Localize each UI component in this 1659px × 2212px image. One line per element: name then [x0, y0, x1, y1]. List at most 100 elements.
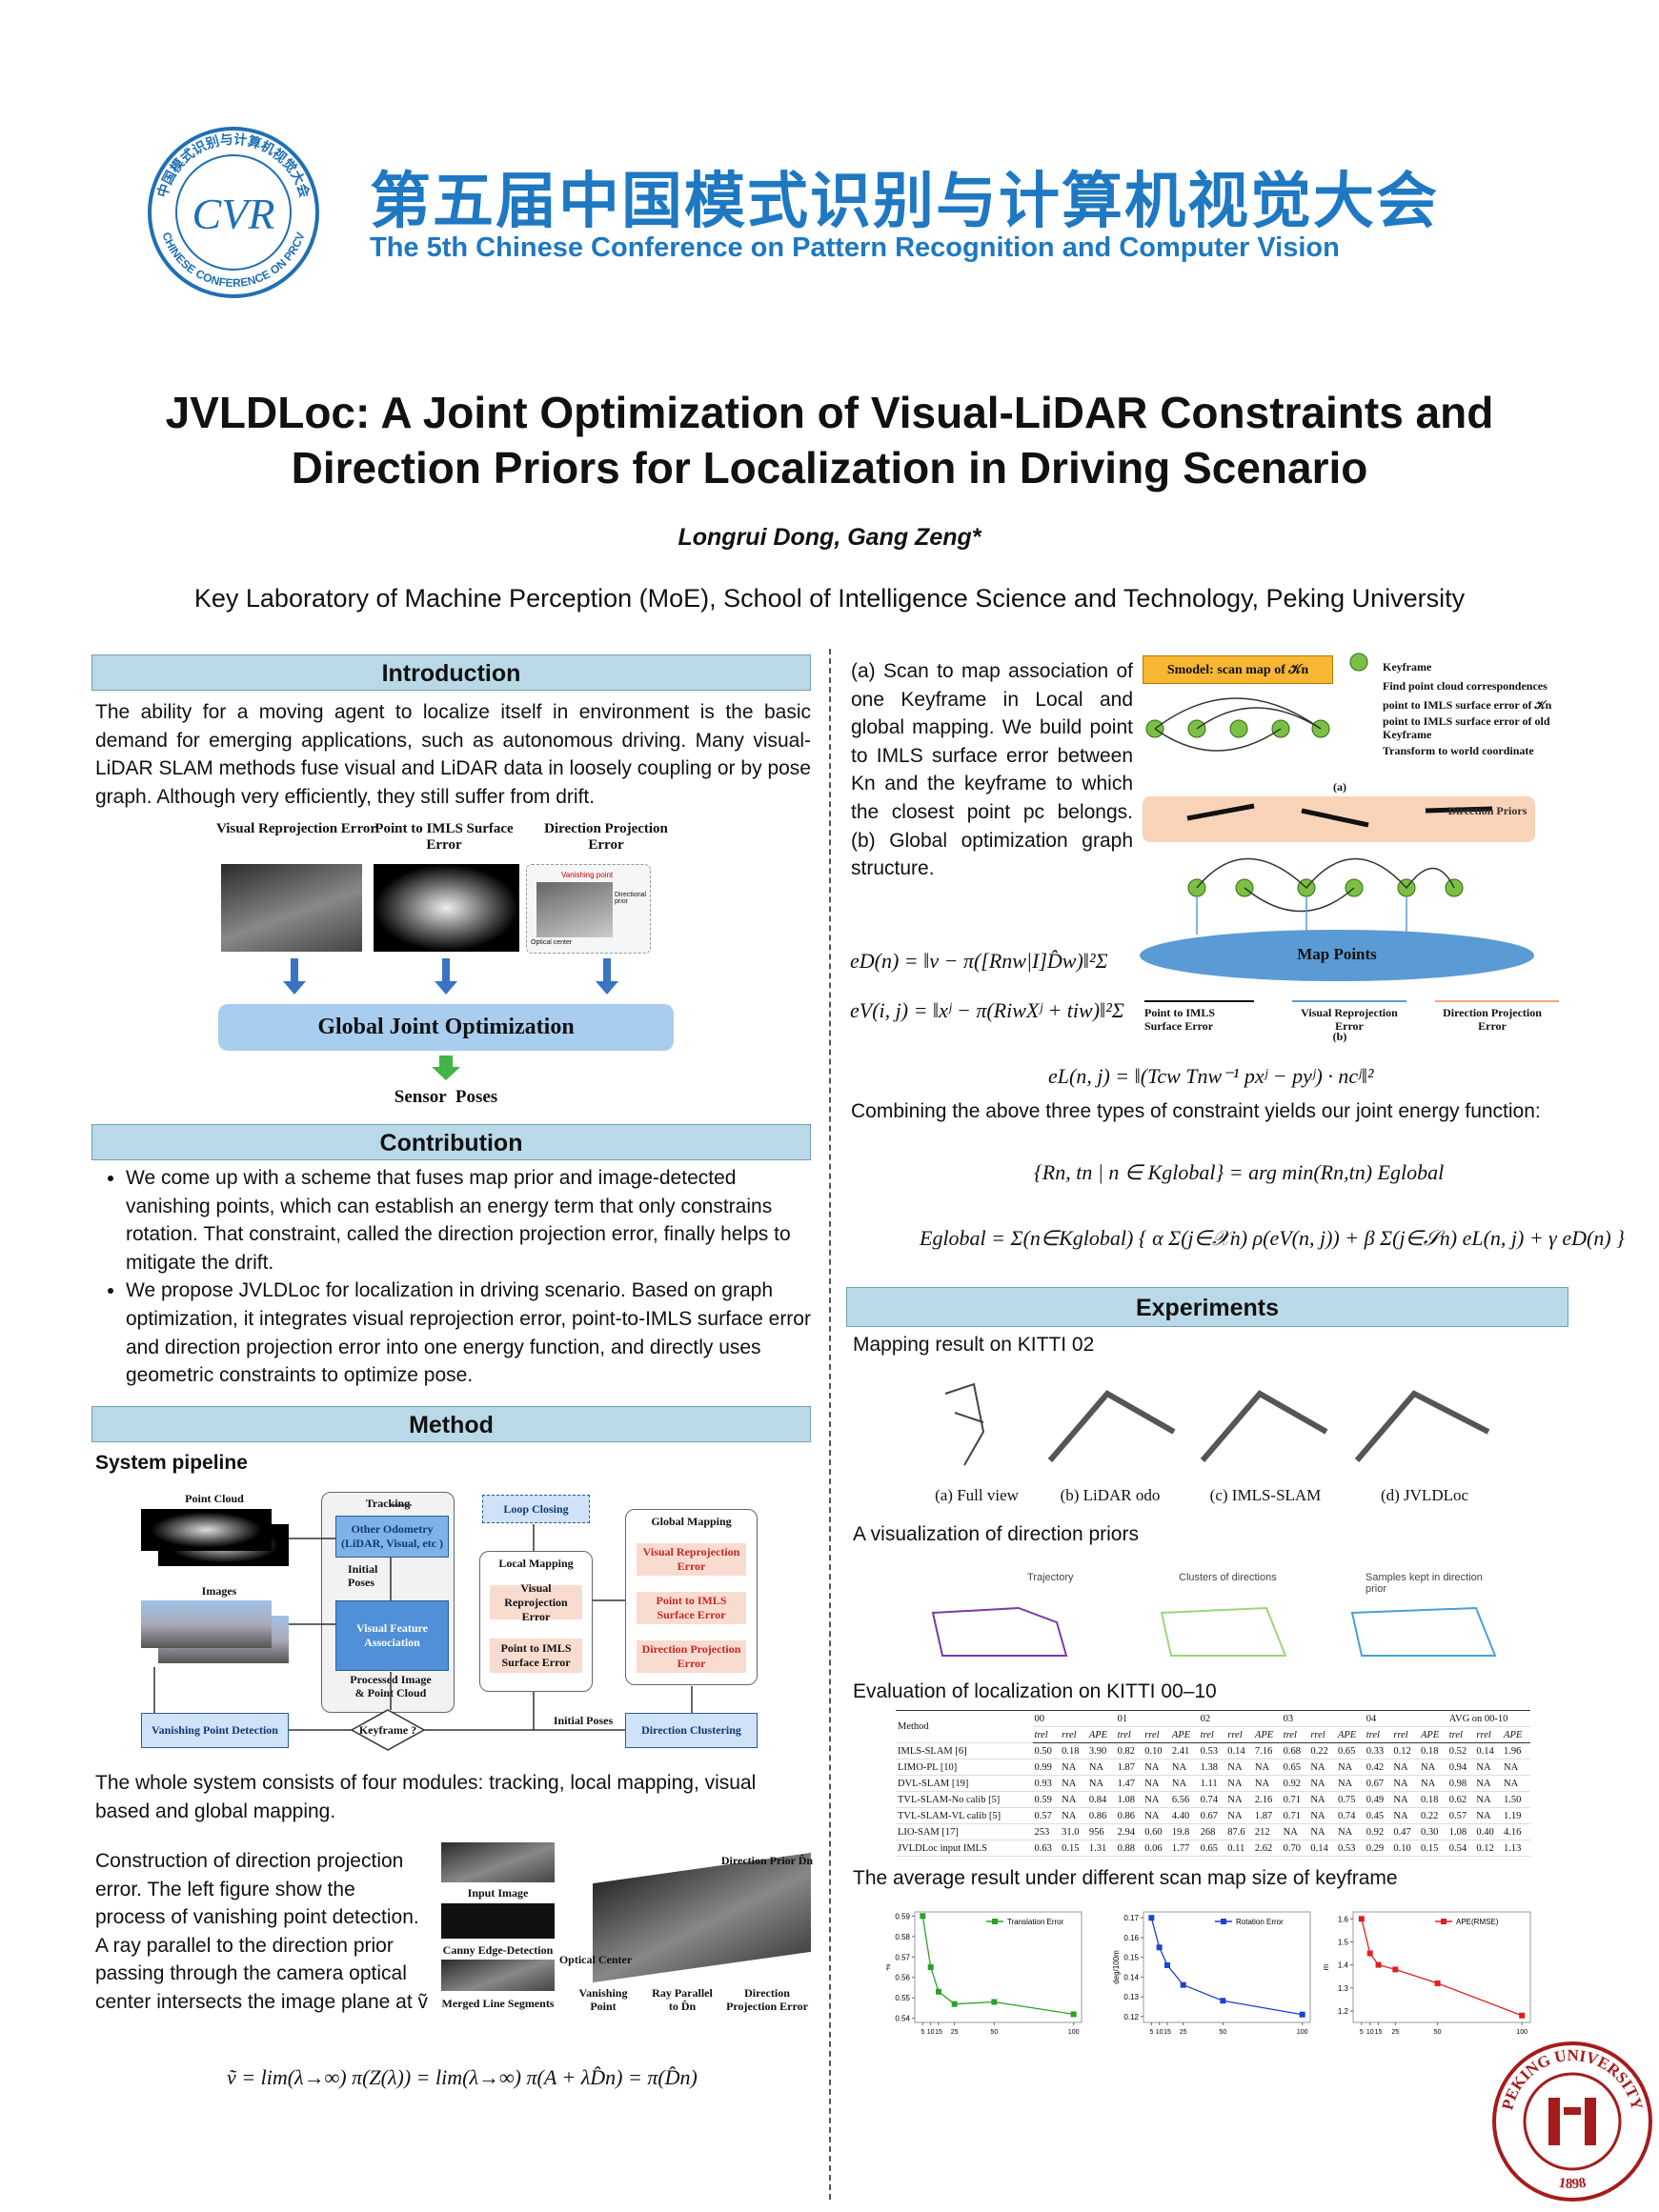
- local-mapping-box: [479, 1551, 593, 1692]
- legend-entry: point to IMLS surface error of old Keyfr…: [1383, 714, 1550, 741]
- table-cell: NA: [1225, 1791, 1253, 1808]
- table-cell: 0.14: [1308, 1840, 1336, 1857]
- point: [1358, 1916, 1365, 1922]
- table-cell: NA: [1308, 1823, 1336, 1840]
- table-cell: NA: [1143, 1807, 1170, 1824]
- table-cell: 0.42: [1364, 1759, 1392, 1776]
- table-cell: 0.65: [1335, 1742, 1365, 1760]
- x-tick-label: 5: [921, 2029, 924, 2036]
- table-cell: 0.53: [1198, 1742, 1226, 1760]
- legend-marker: [992, 1919, 998, 1924]
- x-tick-label: 25: [1180, 2029, 1187, 2036]
- table-cell: 0.67: [1364, 1775, 1392, 1792]
- table-row: LIO-SAM [17] 253 31.0 956 2.94 0.60 19.8 268 87.…: [896, 1823, 1530, 1840]
- table-cell: 2.41: [1169, 1742, 1199, 1760]
- table-cell: NA: [1143, 1759, 1170, 1776]
- table-row: TVL-SLAM-No calib [5] 0.59 NA 0.84 1.08 NA 6.5…: [896, 1791, 1530, 1808]
- table-cell: NA: [1335, 1823, 1365, 1840]
- table-cell: 0.65: [1281, 1759, 1309, 1776]
- x-tick-label: 100: [1297, 2029, 1308, 2036]
- global-item: Point to IMLS Surface Error: [637, 1592, 746, 1624]
- x-tick-label: 15: [935, 2029, 942, 2036]
- pipeline-label: Initial Poses: [553, 1714, 614, 1727]
- table-cell: NA: [1308, 1775, 1336, 1792]
- title-line: JVLDLoc: A Joint Optimization of Visual-…: [165, 388, 1494, 437]
- caption: A visualization of direction priors: [853, 1523, 1139, 1545]
- table-cell: 2.62: [1252, 1840, 1282, 1857]
- point: [1164, 1961, 1170, 1968]
- table-cell: NA: [1225, 1775, 1253, 1792]
- table-cell: 1.96: [1502, 1742, 1530, 1760]
- table-cell: 1.50: [1502, 1791, 1530, 1808]
- point: [936, 1988, 941, 1995]
- column-subheader: trel: [1198, 1726, 1226, 1743]
- camera-image: [221, 864, 362, 952]
- section-heading: Method: [91, 1406, 811, 1442]
- x-tick-label: 25: [1391, 2029, 1399, 2036]
- fig-label: Samples kept in direction prior: [1366, 1572, 1483, 1595]
- table-cell: NA: [1086, 1759, 1116, 1776]
- fig-label: Direction Prior D̂n: [720, 1854, 814, 1867]
- section-heading: Introduction: [91, 654, 811, 691]
- table-cell: 0.60: [1143, 1823, 1170, 1840]
- y-tick-label: 1.6: [1338, 1915, 1349, 1923]
- table-cell: 1.87: [1115, 1759, 1143, 1776]
- table-cell: 268: [1198, 1823, 1226, 1840]
- image-stack: [141, 1600, 272, 1648]
- table-cell: NA: [1391, 1791, 1419, 1808]
- table-row: IMLS-SLAM [6] 0.50 0.18 3.90 0.82 0.10 2.41 0.5…: [896, 1742, 1530, 1760]
- y-tick-label: 0.12: [1123, 2013, 1139, 2021]
- table-cell: 0.14: [1474, 1742, 1503, 1760]
- section-heading: Contribution: [91, 1124, 811, 1160]
- fig-label: Trajectory: [1027, 1572, 1074, 1583]
- fig-label: (b): [1332, 1030, 1347, 1043]
- table-cell: 0.63: [1032, 1840, 1061, 1857]
- pku-year-text: 1898: [1557, 2176, 1587, 2192]
- column-subheader: rrel: [1391, 1726, 1419, 1743]
- row-label: DVL-SLAM [19]: [896, 1775, 1033, 1792]
- table-cell: 0.45: [1364, 1807, 1392, 1824]
- y-tick-label: 0.54: [895, 2015, 910, 2023]
- x-tick-label: 5: [1149, 2029, 1153, 2036]
- table-cell: 0.62: [1447, 1791, 1475, 1808]
- table-cell: NA: [1502, 1775, 1530, 1792]
- fig-label: Input Image: [467, 1886, 529, 1900]
- fig-label: Vanishing Point: [578, 1986, 628, 2013]
- column-subheader: trel: [1364, 1726, 1392, 1743]
- loop-box: Loop Closing: [482, 1495, 590, 1523]
- point-cloud-image: [141, 1509, 272, 1551]
- column-header: 03: [1281, 1710, 1365, 1727]
- table-row: TVL-SLAM-VL calib [5] 0.57 NA 0.86 0.86 NA 4.4…: [896, 1807, 1530, 1824]
- series-line: [1150, 1918, 1303, 2016]
- row-label: TVL-SLAM-No calib [5]: [896, 1791, 1033, 1808]
- table-cell: 0.68: [1281, 1742, 1309, 1760]
- table-cell: 0.74: [1198, 1791, 1226, 1808]
- row-label: JVLDLoc input IMLS: [896, 1840, 1033, 1857]
- table-cell: 0.14: [1225, 1742, 1253, 1760]
- pku-logo: PEKING UNIVERSITY 1898: [1492, 2041, 1652, 2202]
- table-cell: 1.87: [1252, 1807, 1282, 1824]
- table-cell: NA: [1308, 1759, 1336, 1776]
- table-cell: 0.88: [1115, 1840, 1143, 1857]
- table-cell: NA: [1060, 1759, 1087, 1776]
- table-cell: 0.30: [1419, 1823, 1447, 1840]
- global-mapping-box: [625, 1509, 758, 1685]
- column-subheader: APE: [1419, 1726, 1447, 1743]
- y-tick-label: 0.13: [1123, 1993, 1139, 2001]
- fig-label: Map Points: [1297, 945, 1377, 963]
- table-cell: NA: [1281, 1823, 1309, 1840]
- table-cell: NA: [1391, 1759, 1419, 1776]
- table-cell: 87.6: [1225, 1823, 1253, 1840]
- series-line: [1361, 1919, 1523, 2017]
- legend-label: Translation Error: [1007, 1918, 1064, 1926]
- table-cell: 1.77: [1169, 1840, 1199, 1857]
- inset-label: Directional prior: [615, 892, 647, 905]
- y-tick-label: 0.55: [895, 1994, 910, 2002]
- point: [1148, 1915, 1155, 1921]
- table-cell: 0.57: [1447, 1807, 1475, 1824]
- table-cell: NA: [1391, 1807, 1419, 1824]
- y-tick-label: 0.17: [1123, 1914, 1139, 1922]
- table-cell: 0.12: [1391, 1742, 1419, 1760]
